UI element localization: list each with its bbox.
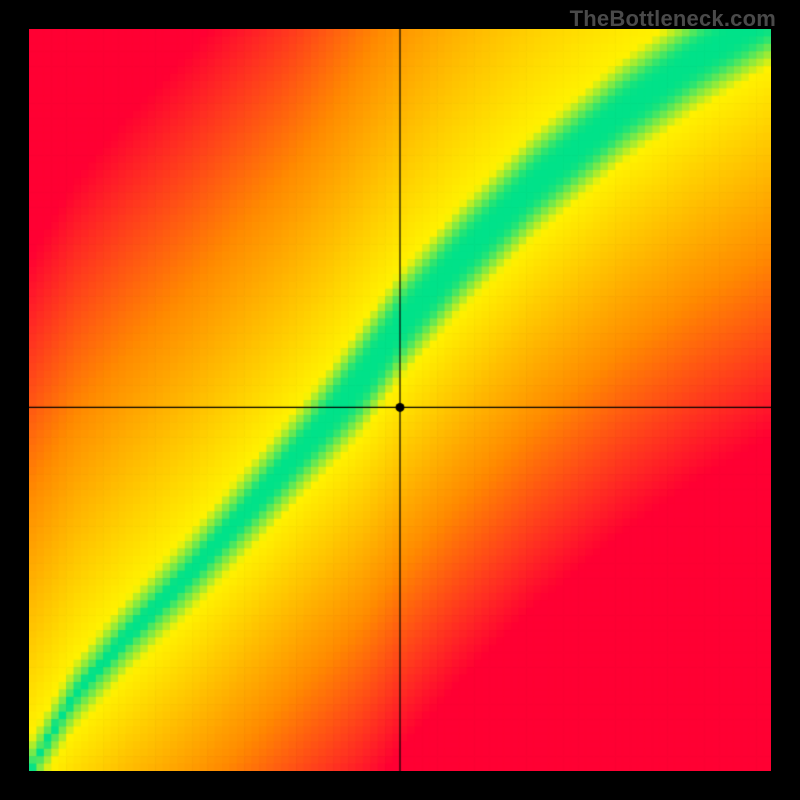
watermark-text: TheBottleneck.com [570, 6, 776, 32]
crosshair-overlay [29, 29, 771, 771]
